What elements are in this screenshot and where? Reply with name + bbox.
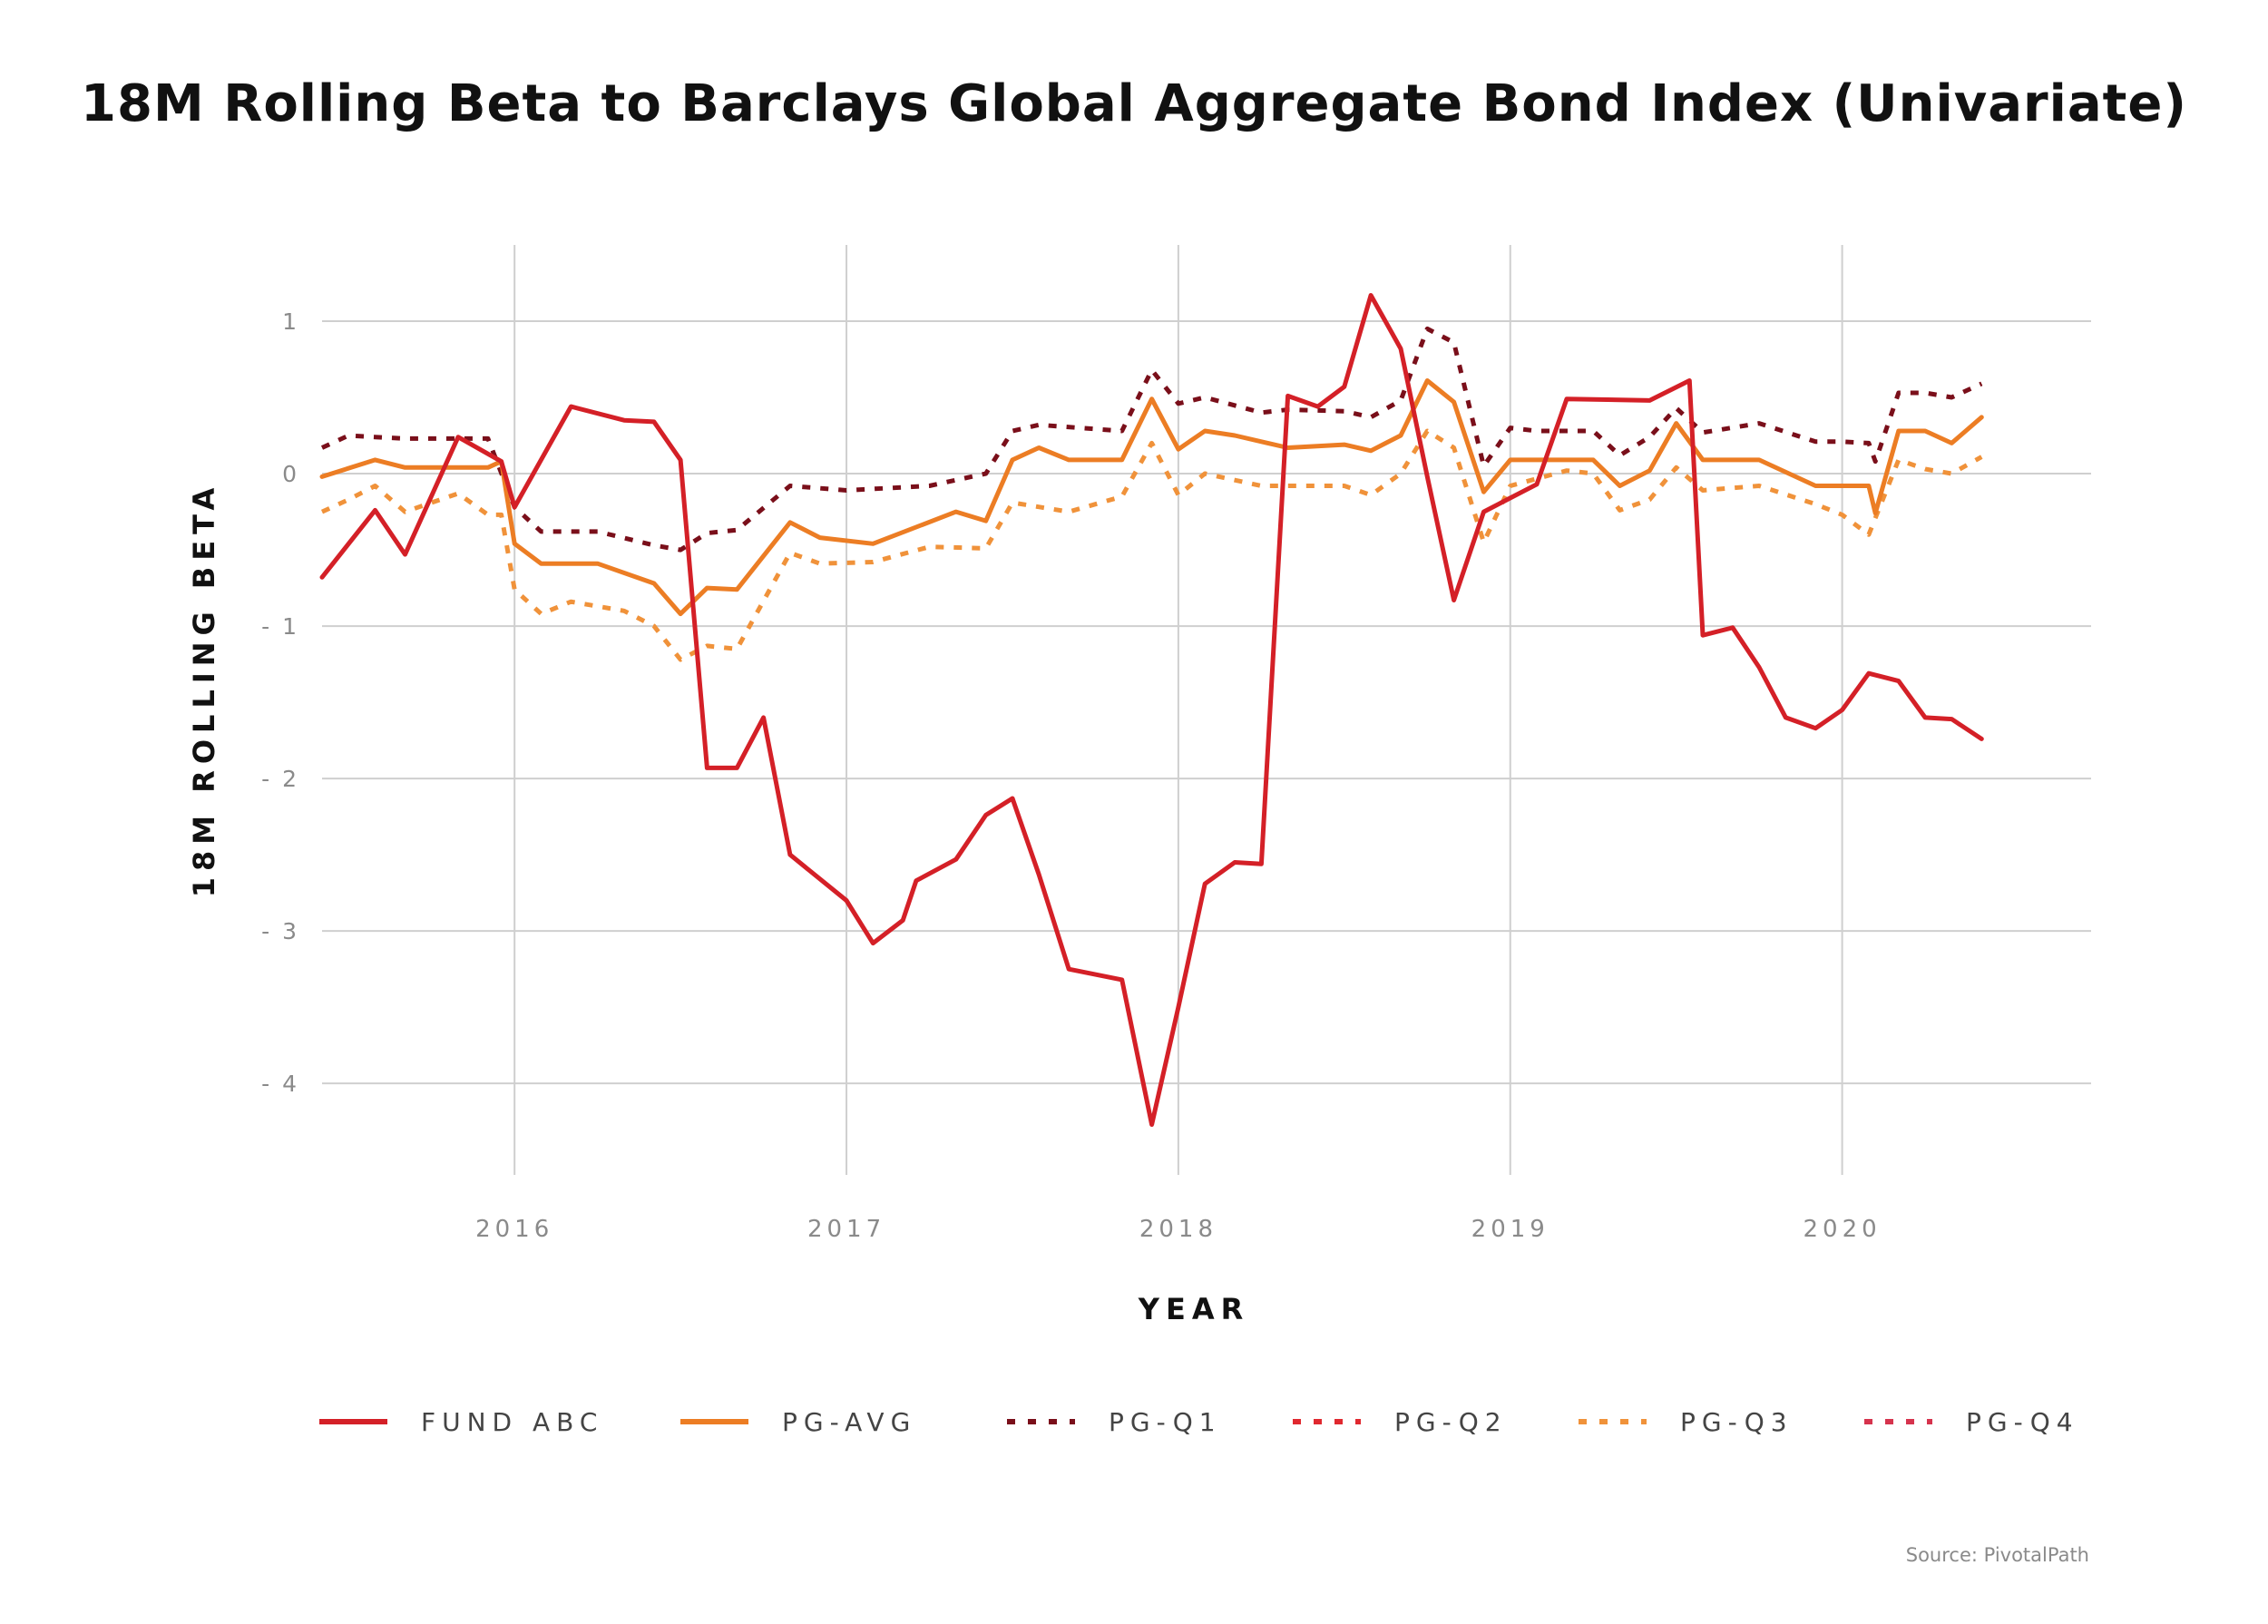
x-tick-label-0: 2016 bbox=[475, 1216, 553, 1243]
legend-label-5: PG-Q4 bbox=[1966, 1407, 2079, 1437]
y-tick-label-2: - 1 bbox=[261, 613, 299, 640]
x-tick-label-1: 2017 bbox=[807, 1216, 885, 1243]
y-axis-ticks: 1 0 - 1 - 2 - 3 - 4 bbox=[261, 308, 299, 1097]
legend-label-2: PG-Q1 bbox=[1109, 1407, 1222, 1437]
legend: FUND ABC PG-AVG PG-Q1 PG-Q2 PG-Q3 PG-Q4 bbox=[319, 1407, 2079, 1437]
chart-title: 18M Rolling Beta to Barclays Global Aggr… bbox=[81, 74, 2187, 133]
legend-label-3: PG-Q2 bbox=[1394, 1407, 1508, 1437]
y-tick-label-4: - 3 bbox=[261, 918, 299, 944]
grid-lines bbox=[322, 245, 2091, 1175]
series-line-pg-avg bbox=[319, 378, 1984, 617]
legend-label-1: PG-AVG bbox=[782, 1407, 916, 1437]
y-tick-label-1: 0 bbox=[282, 461, 299, 487]
y-tick-label-5: - 4 bbox=[261, 1071, 299, 1097]
source-note: Source: PivotalPath bbox=[1906, 1544, 2089, 1566]
x-axis-label: YEAR bbox=[1138, 1292, 1249, 1326]
series-lines bbox=[319, 293, 1984, 1127]
x-tick-label-4: 2020 bbox=[1804, 1216, 1882, 1243]
x-tick-label-3: 2019 bbox=[1471, 1216, 1549, 1243]
legend-label-0: FUND ABC bbox=[421, 1407, 603, 1437]
x-tick-label-2: 2018 bbox=[1139, 1216, 1217, 1243]
y-tick-label-3: - 2 bbox=[261, 766, 299, 792]
x-axis-ticks: 2016 2017 2018 2019 2020 bbox=[475, 1216, 1882, 1243]
series-line-pg-q1 bbox=[320, 326, 1983, 553]
y-tick-label-0: 1 bbox=[282, 308, 299, 335]
y-axis-label: 18M ROLLING BETA bbox=[187, 482, 221, 898]
legend-label-4: PG-Q3 bbox=[1680, 1407, 1794, 1437]
series-line-pg-q3 bbox=[320, 428, 1983, 662]
series-line-fund-abc bbox=[319, 293, 1984, 1127]
